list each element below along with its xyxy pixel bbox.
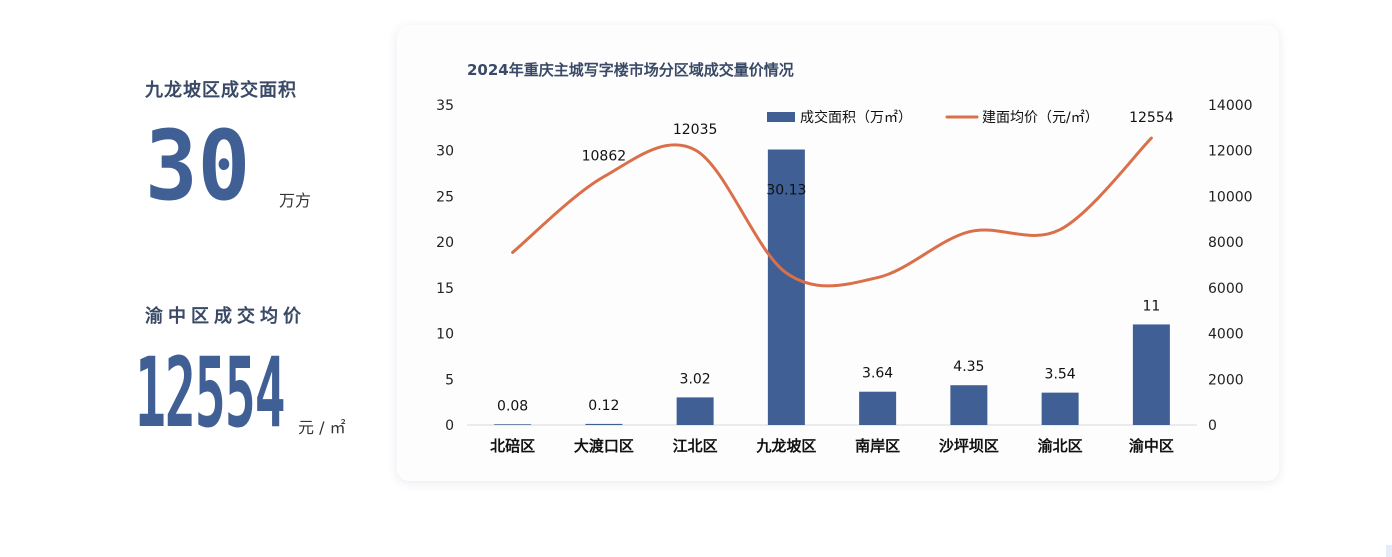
- y-left-tick-label: 5: [445, 372, 454, 388]
- bar: [859, 391, 897, 425]
- y-right-tick-label: 8000: [1208, 235, 1244, 251]
- bar-data-label: 30.13: [766, 183, 806, 199]
- y-right-tick-label: 2000: [1208, 372, 1244, 388]
- corner-mark: [1386, 545, 1392, 557]
- chart-title: 2024年重庆主城写字楼市场分区域成交量价情况: [467, 61, 794, 79]
- kpi-area-value: 30: [145, 109, 251, 222]
- line-data-label: 12554: [1129, 110, 1174, 126]
- chart-card: 2024年重庆主城写字楼市场分区域成交量价情况 0 5 10 15 20 25 30 35 0 20…: [397, 25, 1279, 481]
- x-tick-label: 大渡口区: [574, 437, 634, 455]
- bar: [585, 423, 623, 425]
- y-left-tick-label: 35: [436, 98, 454, 114]
- legend-label-bar: 成交面积（万㎡）: [800, 109, 912, 126]
- y-left-tick-label: 15: [436, 281, 454, 297]
- y-left-tick-label: 20: [436, 235, 454, 251]
- price-series-line: [511, 136, 1153, 288]
- combo-chart: 2024年重庆主城写字楼市场分区域成交量价情况 0 5 10 15 20 25 30 35 0 20…: [436, 61, 1253, 455]
- kpi-price-unit: 元 / ㎡: [298, 418, 346, 437]
- bar: [1132, 324, 1170, 425]
- line-data-label: 10862: [582, 149, 627, 165]
- bar: [767, 149, 805, 426]
- bar: [676, 397, 714, 425]
- x-tick-label: 江北区: [673, 437, 718, 455]
- line-data-label: 12035: [673, 122, 718, 138]
- y-left-tick-label: 0: [445, 418, 454, 434]
- y-right-tick-label: 10000: [1208, 189, 1253, 205]
- kpi-price-title: 渝中区成交均价: [145, 306, 306, 327]
- legend-swatch-bar: [767, 112, 795, 122]
- y-right-tick-label: 4000: [1208, 327, 1244, 343]
- x-tick-label: 沙坪坝区: [939, 437, 999, 455]
- y-left-tick-label: 10: [436, 327, 454, 343]
- bar: [1041, 392, 1079, 425]
- y-right-tick-label: 14000: [1208, 98, 1253, 114]
- bar-data-label: 0.12: [588, 398, 619, 414]
- bar: [950, 385, 988, 425]
- bar-data-label: 4.35: [953, 359, 984, 375]
- y-right-tick-label: 6000: [1208, 281, 1244, 297]
- bar: [494, 424, 532, 425]
- x-tick-label: 渝中区: [1129, 437, 1174, 455]
- x-tick-label: 九龙坡区: [755, 437, 816, 455]
- kpi-area-unit: 万方: [279, 191, 312, 210]
- kpi-area-title: 九龙坡区成交面积: [145, 80, 297, 101]
- y-right-tick-label: 12000: [1208, 144, 1253, 160]
- bar-data-label: 3.54: [1045, 367, 1076, 383]
- x-tick-label: 北碚区: [490, 437, 535, 455]
- bar-data-label: 0.08: [497, 398, 528, 414]
- bar-data-label: 3.02: [680, 371, 711, 387]
- kpi-price-value: 12554: [135, 336, 286, 449]
- bar-data-label: 3.64: [862, 366, 893, 382]
- bar-data-label: 11: [1142, 298, 1160, 314]
- y-left-tick-label: 25: [436, 189, 454, 205]
- y-right-tick-label: 0: [1208, 418, 1217, 434]
- legend-label-line: 建面均价（元/㎡）: [982, 110, 1099, 126]
- x-tick-label: 南岸区: [855, 437, 900, 455]
- x-tick-label: 渝北区: [1038, 437, 1083, 455]
- y-left-tick-label: 30: [436, 144, 454, 160]
